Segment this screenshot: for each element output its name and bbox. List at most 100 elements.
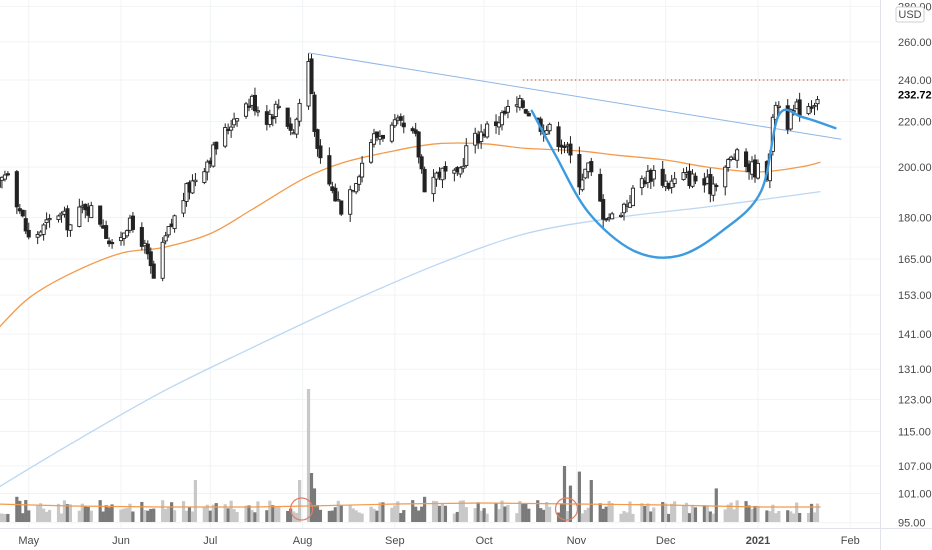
candle-body <box>273 103 278 117</box>
volume-bar <box>521 503 525 522</box>
volume-bar <box>65 504 70 522</box>
candle-body <box>285 107 290 127</box>
candle-body <box>651 169 656 180</box>
candle-body <box>630 187 636 207</box>
candle-body <box>693 175 698 182</box>
volume-bar <box>423 496 427 522</box>
volume-bar <box>256 501 260 522</box>
candle-body <box>246 105 252 108</box>
candle-body <box>422 168 427 193</box>
volume-bar <box>640 503 644 522</box>
candle <box>601 194 606 228</box>
volume-bar <box>59 513 64 522</box>
time-axis[interactable]: May Jun Jul Aug Sep Oct Nov Dec 2021 Feb <box>18 535 859 547</box>
volume-bar <box>223 504 227 522</box>
candle <box>577 146 582 195</box>
candle <box>651 165 656 187</box>
volume-bar <box>211 504 215 522</box>
candle-body <box>744 151 749 167</box>
volume-bar <box>440 503 445 522</box>
volume-bar <box>181 501 186 522</box>
candle <box>621 202 627 221</box>
volume-bar <box>497 509 501 522</box>
candle <box>98 205 103 227</box>
candle-body <box>788 108 793 130</box>
candle <box>255 106 260 117</box>
annotations <box>530 108 837 259</box>
volume-bar <box>143 510 147 522</box>
volume-bar <box>735 500 739 522</box>
candle-body <box>669 180 674 188</box>
candle <box>252 87 257 116</box>
volume-bar <box>149 508 153 522</box>
volume-bar <box>125 507 129 522</box>
candle-body <box>312 94 317 132</box>
candle <box>693 172 698 185</box>
candle <box>505 99 510 119</box>
volume-bar <box>170 502 174 522</box>
candle <box>35 231 40 245</box>
candle <box>20 209 25 218</box>
candle-body <box>660 168 665 186</box>
candle <box>735 147 740 169</box>
candle <box>205 159 210 181</box>
candle-body <box>499 112 505 126</box>
candle-body <box>348 189 353 215</box>
candle <box>392 114 397 129</box>
candle-body <box>380 134 385 139</box>
volume-bar <box>443 505 448 522</box>
candle-body <box>416 131 421 158</box>
candle-body <box>26 229 31 238</box>
candle <box>104 220 109 239</box>
candle-body <box>294 118 299 135</box>
x-tick-label: Jul <box>203 535 217 547</box>
candle-body <box>371 133 377 145</box>
candle <box>812 102 817 116</box>
candle-body <box>160 241 165 279</box>
y-tick-label: 107.00 <box>898 461 932 473</box>
candle-body <box>333 187 338 202</box>
candle <box>598 168 603 202</box>
candle <box>443 161 448 180</box>
volume-bar <box>378 502 382 522</box>
volume-bar <box>351 508 355 522</box>
volume-bar <box>232 509 236 522</box>
candle <box>190 174 195 195</box>
volume-bar <box>673 501 677 522</box>
candle-body <box>118 236 124 242</box>
volume-bar <box>318 509 323 522</box>
volume-bar <box>21 513 25 522</box>
volume-bar <box>452 513 456 522</box>
volume-bar <box>3 513 7 522</box>
volume-bar <box>119 509 123 522</box>
volume-bar <box>437 505 442 522</box>
price-axis[interactable]: 280.00260.00240.00220.00200.00180.00165.… <box>882 1 932 530</box>
moving-average-200 <box>0 190 821 488</box>
candle-body <box>336 199 341 202</box>
volume-bar <box>110 504 114 522</box>
volume-bar <box>652 507 656 522</box>
volume-bar <box>297 480 302 522</box>
candle-body <box>184 183 189 202</box>
volume-bar <box>24 500 28 522</box>
volume-bar <box>631 513 635 522</box>
candle-body <box>130 215 135 230</box>
volume-bar <box>107 507 111 522</box>
volume-bar <box>295 512 299 522</box>
chart-overlays <box>0 52 848 488</box>
candle-body <box>229 126 234 131</box>
candle-body <box>368 142 374 163</box>
candle <box>14 170 19 215</box>
candle <box>431 169 436 202</box>
volume-bar <box>253 512 257 522</box>
candle <box>235 117 240 127</box>
candle <box>440 167 445 189</box>
volume-bar <box>792 513 796 522</box>
volume-bar <box>786 510 790 522</box>
volume-bar <box>235 512 239 522</box>
candle-body <box>5 173 10 176</box>
candle-body <box>205 161 210 173</box>
volume-bar <box>146 510 150 522</box>
candle-body <box>401 122 406 128</box>
